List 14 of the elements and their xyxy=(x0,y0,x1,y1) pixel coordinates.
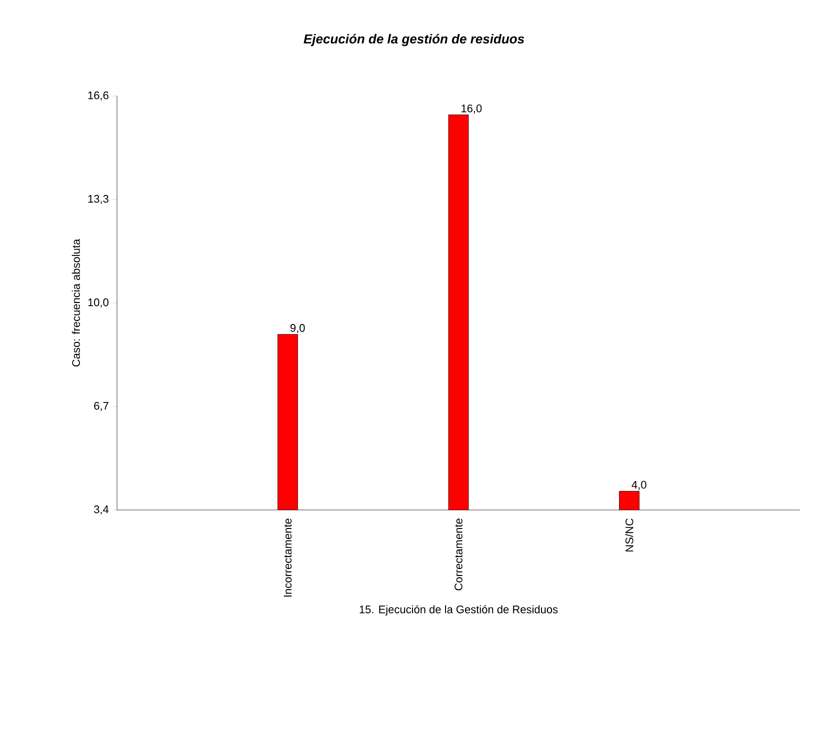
y-tick-label: 6,7 xyxy=(94,402,108,412)
data-label: 4,0 xyxy=(632,480,646,490)
data-label: 9,0 xyxy=(290,324,305,334)
y-tick-label: 13,3 xyxy=(88,194,108,204)
x-axis-title: 15. Ejecución de la Gestión de Residuos xyxy=(360,605,558,616)
x-tick-label: Correctamente xyxy=(454,518,462,590)
y-tick-label: 10,0 xyxy=(88,298,108,308)
y-tick-label: 3,4 xyxy=(94,505,109,515)
x-tick-label: NS/NC xyxy=(625,518,634,552)
chart-title: Ejecución de la gestión de residuos xyxy=(304,34,524,46)
y-tick-label: 16,6 xyxy=(88,91,108,101)
x-tick-label: Incorrectamente xyxy=(284,518,292,597)
y-axis-title: Caso: frecuencia absoluta xyxy=(72,238,80,367)
data-label: 16,0 xyxy=(462,104,482,114)
